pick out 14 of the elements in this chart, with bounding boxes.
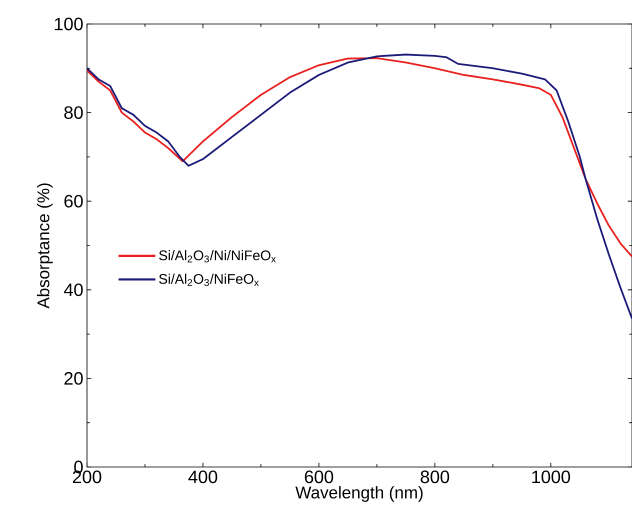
line-series — [87, 54, 632, 320]
x-tick-label: 400 — [188, 470, 218, 484]
y-tick-label: 40 — [64, 283, 83, 296]
x-tick-label: 800 — [420, 470, 450, 484]
x-tick-label: 600 — [304, 470, 334, 484]
y-tick-label: 100 — [54, 18, 83, 30]
legend-label: Si/Al$_{2}$O$_{3}$/Ni/NiFeO$_{x}$ — [159, 250, 276, 262]
y-tick-label: 20 — [64, 372, 83, 385]
legend-label: Si/Al$_{2}$O$_{3}$/NiFeO$_{x}$ — [159, 274, 259, 286]
y-axis-title: Absorptance (%) — [36, 184, 53, 309]
y-tick-label: 60 — [64, 194, 83, 208]
x-tick-label: 1000 — [532, 470, 570, 484]
x-axis-title: Wavelength (nm) — [295, 486, 423, 502]
y-tick-label: 80 — [64, 106, 83, 119]
